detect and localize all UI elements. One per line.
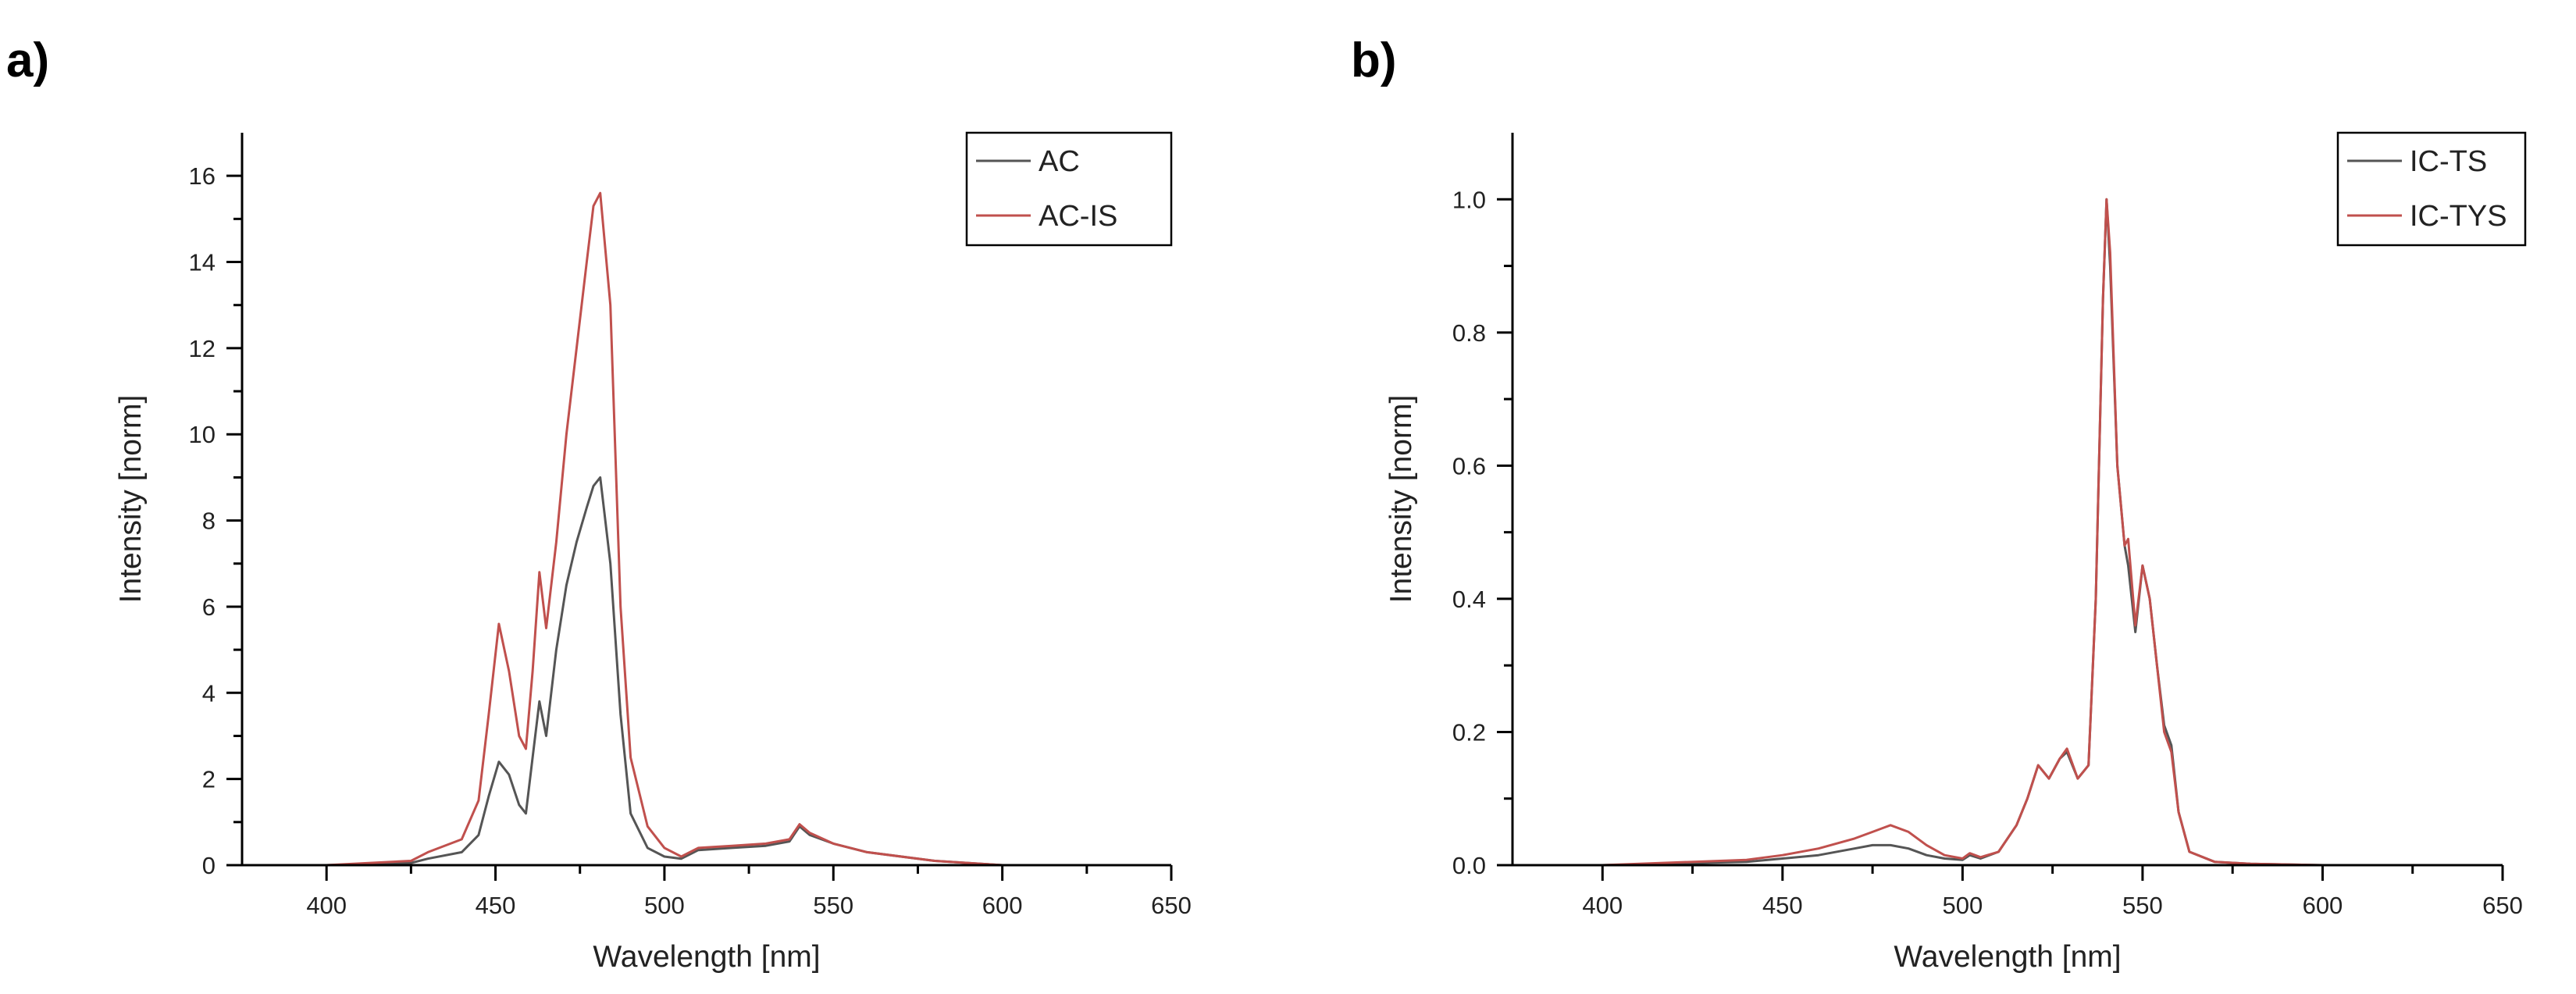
panel-b-y-tick-label: 0.8 bbox=[1452, 319, 1486, 347]
panel-a-x-tick-label: 550 bbox=[813, 892, 853, 919]
panel-a-legend-label-ac: AC bbox=[1039, 145, 1080, 178]
panel-a-x-tick-label: 400 bbox=[306, 892, 347, 919]
panel-a-x-tick-label: 600 bbox=[982, 892, 1023, 919]
panel-b-legend-label-ic-ts: IC-TS bbox=[2410, 145, 2487, 178]
panel-a-y-tick-label: 8 bbox=[202, 508, 216, 535]
panel-b-label: b) bbox=[1351, 34, 1397, 87]
panel-b-y-axis-title: Intensity [norm] bbox=[1384, 395, 1418, 604]
panel-b-x-tick-label: 650 bbox=[2482, 892, 2523, 919]
panel-b-x-tick-label: 550 bbox=[2122, 892, 2163, 919]
panel-b: b) 400 450 500 550 600 6500.00.20.40.60.81.0 … bbox=[1351, 34, 2527, 974]
panel-b-series-ic-tys bbox=[1602, 198, 2395, 867]
panel-b-legend: IC-TS IC-TYS bbox=[2336, 131, 2527, 247]
panel-b-x-tick-label: 600 bbox=[2303, 892, 2343, 919]
panel-b-x-tick-label: 450 bbox=[1762, 892, 1803, 919]
panel-a-y-tick-label: 4 bbox=[202, 679, 216, 707]
panel-b-series-ic-ts bbox=[1602, 198, 2395, 867]
panel-a-x-tick-label: 650 bbox=[1151, 892, 1192, 919]
panel-a-series bbox=[326, 191, 1003, 867]
panel-a-legend: AC AC-IS bbox=[965, 131, 1173, 247]
panel-a-y-tick-label: 2 bbox=[202, 766, 216, 793]
panel-b-y-tick-label: 0.2 bbox=[1452, 718, 1486, 746]
panel-a-y-tick-label: 12 bbox=[189, 335, 216, 362]
panel-b-y-tick-label: 0.4 bbox=[1452, 586, 1486, 613]
panel-a-x-axis-title: Wavelength [nm] bbox=[593, 940, 820, 974]
panel-b-ticks: 400 450 500 550 600 650 0.0 0.2 0.4 0.6 0.8 1.0 bbox=[1452, 186, 2523, 919]
panel-a-x-tick-label: 500 bbox=[644, 892, 685, 919]
panel-b-y-tick-label: 0.6 bbox=[1452, 452, 1486, 479]
panel-a-ticks: 400 450 500 550 600 650 0 2 4 6 8 10 12 14 16 bbox=[189, 162, 1192, 919]
panel-a-series-ac bbox=[326, 476, 1003, 867]
panel-b-y-tick-label: 0.0 bbox=[1452, 852, 1486, 879]
panel-b-x-tick-label: 400 bbox=[1582, 892, 1623, 919]
panel-a-series-ac-is bbox=[326, 191, 1003, 867]
panel-a-y-tick-label: 6 bbox=[202, 593, 216, 621]
panel-a-legend-box bbox=[965, 131, 1173, 247]
panel-a: a) 400 450 500 550 600 650 0 2 4 6 8 10 12 14 16 Wavel… bbox=[6, 34, 1192, 974]
panel-a-y-tick-label: 14 bbox=[189, 249, 216, 276]
panel-b-y-tick-label: 1.0 bbox=[1452, 186, 1486, 213]
panel-a-label: a) bbox=[6, 34, 49, 87]
panel-b-legend-label-ic-tys: IC-TYS bbox=[2410, 200, 2507, 233]
panel-a-y-tick-label: 0 bbox=[202, 852, 216, 879]
panel-a-y-tick-label: 16 bbox=[189, 162, 216, 190]
panel-b-legend-box bbox=[2336, 131, 2527, 247]
panel-a-y-axis-title: Intensity [norm] bbox=[114, 395, 148, 604]
panel-b-x-axis-title: Wavelength [nm] bbox=[1894, 940, 2121, 974]
panel-a-legend-label-ac-is: AC-IS bbox=[1039, 200, 1117, 233]
panel-a-y-tick-label: 10 bbox=[189, 421, 216, 448]
panel-a-x-tick-label: 450 bbox=[476, 892, 516, 919]
panel-b-x-tick-label: 500 bbox=[1942, 892, 1983, 919]
panel-b-series bbox=[1602, 198, 2395, 867]
